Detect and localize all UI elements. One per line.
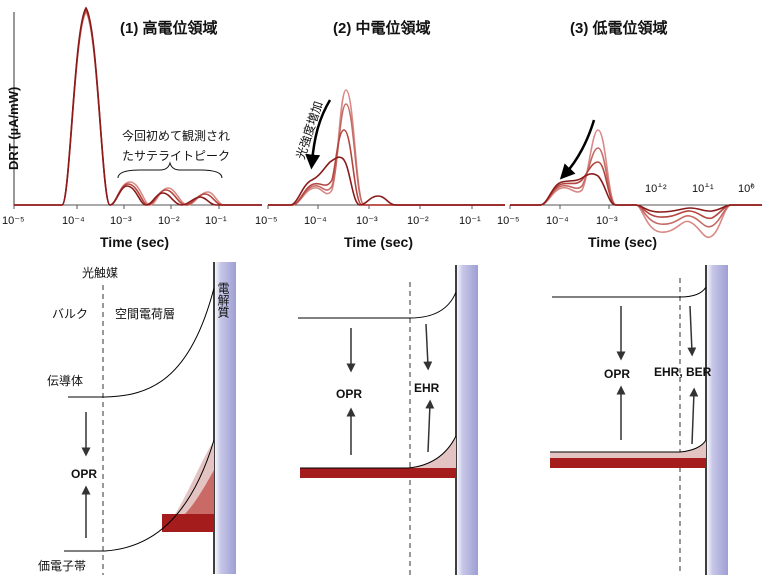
p1-tick-3: 10⁻³ xyxy=(110,215,132,227)
p2-tick-3: 10⁻³ xyxy=(356,215,378,227)
band-diagram-3: OPR EHR, BER xyxy=(550,265,728,575)
p2-curve-4 xyxy=(268,156,505,206)
p2-tick-1: 10⁻⁵ xyxy=(255,215,278,227)
light-intensity-label: 光強度増加 xyxy=(293,99,326,161)
p3-tick-3: 10⁻³ xyxy=(596,215,618,227)
p2-curve-3 xyxy=(268,129,505,206)
ehr-arrow-up-3 xyxy=(689,387,699,445)
p3-curve-4 xyxy=(510,173,762,213)
satellite-note-line2: たサテライトピーク xyxy=(122,149,230,163)
opr-label-3: OPR xyxy=(604,367,630,381)
valence-band-1 xyxy=(64,439,215,552)
p3-tick-2: 10⁻⁴ xyxy=(546,215,569,227)
p1-curve-mid xyxy=(14,8,262,206)
conduction-band-1 xyxy=(68,287,215,398)
p3-xlabel: Time (sec) xyxy=(588,234,657,250)
opr-label-2: OPR xyxy=(336,387,362,401)
ehr-arrow-up-2 xyxy=(425,399,435,453)
electrolyte-label-1: 電解質 xyxy=(216,282,230,319)
photocatalyst-label: 光触媒 xyxy=(82,266,118,280)
band-diagram-1: 電解質 光触媒 バルク 空間電荷層 伝導体 価電子帯 OPR xyxy=(38,262,236,575)
electrolyte-1 xyxy=(214,262,236,574)
p2-tick-5: 10⁻¹ xyxy=(459,215,481,227)
conduction-band-3 xyxy=(552,286,707,298)
opr-label-1: OPR xyxy=(71,467,97,481)
p3-upper-tick-3: 10⁰ xyxy=(738,183,755,195)
valence-band-2 xyxy=(300,435,457,469)
satellite-brace xyxy=(117,161,223,179)
panel3-arrow xyxy=(559,119,596,180)
p3-upper-tick-2: 10⁻¹ xyxy=(692,183,714,195)
p3-curve-3 xyxy=(510,161,762,220)
light-intensity-arrow xyxy=(305,99,332,170)
y-axis-label: DRT (µA/mW) xyxy=(6,87,21,170)
electrolyte-2 xyxy=(456,265,478,575)
conduction-band-label: 伝導体 xyxy=(47,374,83,388)
valence-band-3 xyxy=(550,439,707,453)
p2-tick-2: 10⁻⁴ xyxy=(304,215,327,227)
p1-curve-light xyxy=(14,10,262,206)
bulk-label: バルク xyxy=(52,307,88,321)
p2-xlabel: Time (sec) xyxy=(344,234,413,250)
valence-band-label: 価電子帯 xyxy=(38,559,86,573)
p3-upper-tick-1: 10⁻² xyxy=(645,183,667,195)
satellite-note-line1: 今回初めて観測され xyxy=(122,128,230,143)
panel2-title: (2) 中電位領域 xyxy=(333,19,431,37)
p2-curve-2 xyxy=(268,103,505,206)
p1-tick-1: 10⁻⁵ xyxy=(2,215,25,227)
ehr-ber-label-3: EHR, BER xyxy=(654,365,712,379)
p2-tick-4: 10⁻² xyxy=(407,215,429,227)
p1-tick-5: 10⁻¹ xyxy=(205,215,227,227)
band-diagram-2: OPR EHR xyxy=(298,265,478,575)
electrolyte-3 xyxy=(706,265,728,575)
panel3-curves xyxy=(510,129,762,239)
p1-tick-4: 10⁻² xyxy=(158,215,180,227)
panel1-title: (1) 高電位領域 xyxy=(120,19,218,37)
p1-curve-dark xyxy=(14,6,262,206)
panel1-curves xyxy=(14,6,262,206)
panel3-title: (3) 低電位領域 xyxy=(570,19,668,37)
conduction-band-2 xyxy=(298,291,457,319)
ehr-label-2: EHR xyxy=(414,381,440,395)
p1-tick-2: 10⁻⁴ xyxy=(62,215,85,227)
p3-tick-1: 10⁻⁵ xyxy=(497,215,520,227)
space-charge-label: 空間電荷層 xyxy=(115,307,175,321)
ehr-arrow-down-2 xyxy=(423,323,433,371)
panel2-curves xyxy=(268,89,505,206)
p1-xlabel: Time (sec) xyxy=(100,234,169,250)
ehr-arrow-down-3 xyxy=(687,305,697,357)
